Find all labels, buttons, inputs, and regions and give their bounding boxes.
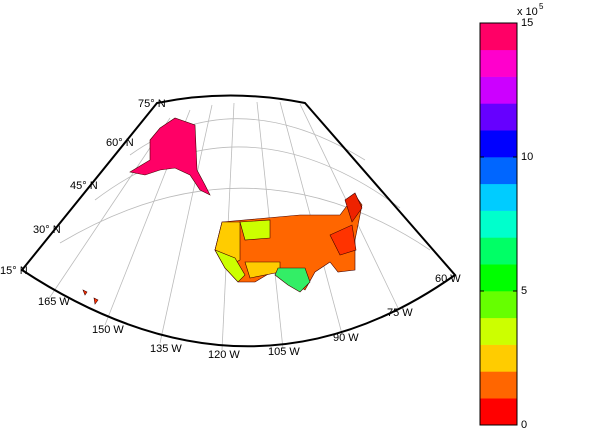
meridian (159, 104, 213, 344)
colorbar-band (480, 210, 517, 238)
colorbar-tick-label: 10 (521, 151, 533, 163)
lat-label: 60° N (106, 137, 134, 149)
alaska (129, 117, 211, 196)
colorbar-tick-label: 15 (521, 17, 533, 29)
colorbar-band (480, 237, 517, 265)
colorbar-band (480, 344, 517, 372)
colorbar: x 10 5 0 5 10 15 (479, 2, 544, 431)
colorbar-band (480, 398, 517, 426)
colorbar-frame (479, 22, 518, 426)
colorbar-band (480, 49, 517, 77)
colorbar-band (480, 157, 517, 185)
colorbar-tick-label: 0 (521, 419, 527, 431)
lon-label: 75 W (387, 307, 413, 319)
colorbar-band (480, 371, 517, 399)
lon-label: 105 W (268, 346, 300, 358)
map-frame (20, 94, 457, 348)
lat-label: 45° N (70, 180, 98, 192)
lon-label: 135 W (150, 343, 182, 355)
lat-label: 30° N (33, 224, 61, 236)
lon-label: 165 W (38, 296, 70, 308)
lon-label: 120 W (208, 349, 240, 361)
colorbar-band (480, 291, 517, 319)
colorbar-band (480, 183, 517, 211)
new-england (344, 192, 363, 223)
colorbar-band (480, 103, 517, 131)
parallel (94, 146, 401, 209)
longitude-labels: 165 W 150 W 135 W 120 W 105 W 90 W 75 W … (38, 273, 461, 361)
lon-label: 90 W (333, 332, 359, 344)
colorbar-exponent-label: x 10 (517, 6, 538, 18)
latitude-labels: 75° N 60° N 45° N 30° N 15° N (0, 98, 166, 277)
california (214, 249, 246, 283)
meridian (47, 117, 171, 301)
lon-label: 150 W (92, 324, 124, 336)
colorbar-band (480, 264, 517, 292)
colorbar-band (480, 23, 517, 51)
east-states (329, 224, 357, 256)
parallel (59, 187, 431, 251)
colorbar-band (480, 130, 517, 158)
texas (274, 267, 311, 293)
colorbar-band (480, 76, 517, 104)
lat-label: 75° N (138, 98, 166, 110)
colorbar-tick-label: 5 (521, 285, 527, 297)
montana (239, 219, 271, 241)
lon-label: 60 W (435, 273, 461, 285)
regions (82, 117, 363, 305)
colorbar-band (480, 317, 517, 345)
hawaii (82, 289, 99, 305)
colorbar-exponent: 5 (539, 2, 544, 11)
lat-label: 15° N (0, 265, 28, 277)
